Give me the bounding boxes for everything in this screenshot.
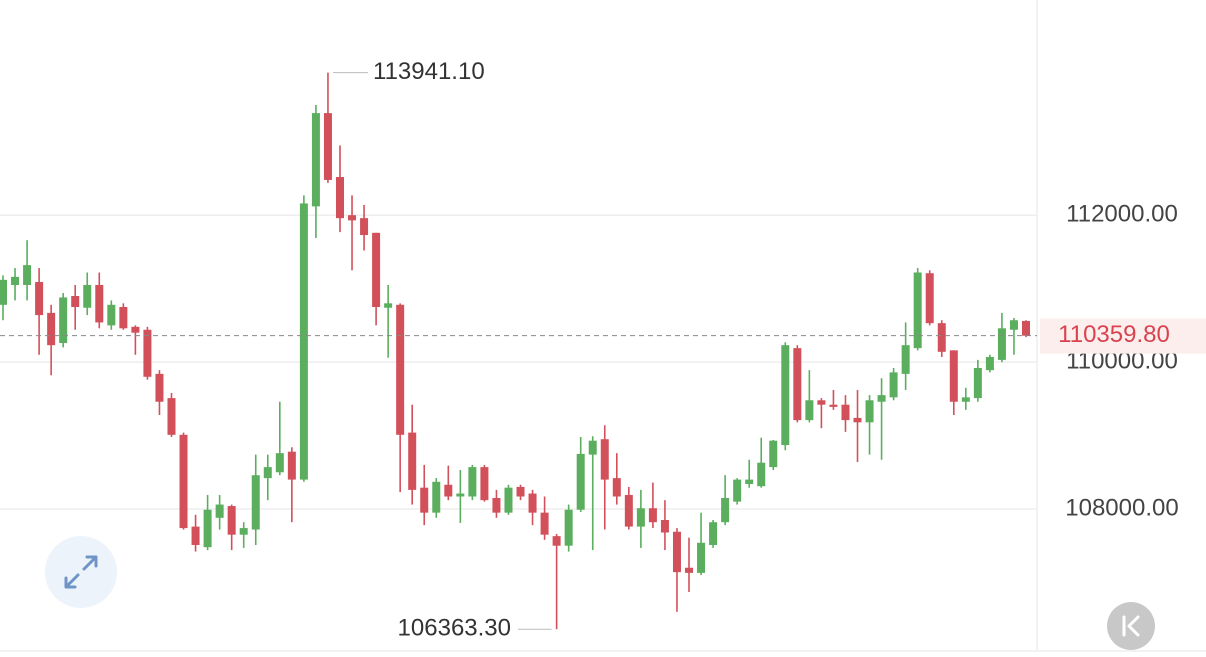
candle-body [817,400,826,405]
candle-body [131,326,140,333]
candle-body [925,273,934,324]
candle-body [83,284,92,308]
candle-body [299,203,308,480]
candle-body [444,484,453,497]
candle-body [769,440,778,468]
candle-body [709,522,718,545]
candle-body [456,493,465,497]
candle-body [841,404,850,421]
candle-body [71,295,80,308]
candle-body [59,297,68,343]
candle-body [227,506,236,535]
candle-body [612,478,621,497]
expand-button-bg[interactable] [45,536,117,608]
candle-body [853,417,862,423]
candle-body [107,304,116,326]
candle-body [660,520,669,533]
candle-body [480,467,489,501]
candle-body [829,404,838,407]
candle-body [564,509,573,546]
candle-body [1022,320,1030,336]
candle-body [11,276,20,285]
candle-body [793,348,802,421]
candle-body [155,373,164,402]
candle-body [516,486,525,497]
candle-body [504,487,513,513]
candle-body [396,304,405,435]
candle-body [540,512,549,535]
candle-body [805,400,814,421]
candle-body [721,497,730,523]
candle-body [203,509,212,548]
candle-body [937,323,946,352]
candle-body [179,434,188,529]
candle-body [985,356,994,371]
last-price-box [1040,318,1206,354]
expand-button[interactable] [45,536,117,608]
candle-body [600,439,609,480]
candle-body [167,398,176,435]
candle-body [865,400,874,423]
candle-body [95,284,104,323]
candle-body [913,272,922,349]
candle-body [973,367,982,399]
expand-icon[interactable] [64,555,98,589]
candle-body [372,232,381,308]
candle-body [745,479,754,485]
candle-body [588,440,597,455]
candle-body [672,531,681,573]
candle-body [949,350,958,402]
annotation-label: 113941.10 [373,58,485,85]
candle-body [528,493,537,513]
last-price-label: 110359.80 [1058,321,1170,348]
candle-body [23,265,32,285]
candle-body [408,432,417,490]
candle-body [251,475,260,530]
candle-body [877,395,886,402]
candle-body [1009,320,1018,330]
candle-body [468,467,477,497]
y-tick-label: 112000.00 [1066,201,1178,228]
candle-body [781,345,790,446]
candle-body [432,481,441,513]
candle-body [35,282,44,316]
y-tick-label: 108000.00 [1065,494,1178,521]
candle-body [492,497,501,513]
back-icon[interactable] [1122,615,1140,637]
candle-body [191,526,200,545]
candle-body [733,479,742,502]
candle-body [0,279,7,305]
candle-body [384,303,393,308]
candle-body [997,328,1006,360]
candle-body [757,462,766,487]
candle-body [685,567,694,573]
candle-body [119,307,128,329]
candle-body [335,177,344,219]
candle-body [420,487,429,513]
candle-body [47,312,56,346]
annotation-label: 106363.30 [398,615,511,642]
candle-body [636,508,645,527]
candle-body [239,528,248,535]
plot: 112000.00110000.00108000.00113941.101063… [0,58,1206,642]
candle-body [360,218,369,236]
candle-body [275,453,284,473]
candle-body [961,397,970,402]
candle-body [311,113,320,207]
candle-body [624,495,633,527]
candle-body [323,113,332,180]
candle-body [697,542,706,573]
candle-body [287,451,296,480]
candle-body [576,453,585,510]
candle-body [552,536,561,546]
candle-body [143,329,152,377]
back-to-latest-button[interactable] [1107,602,1155,650]
candle-body [348,215,357,221]
candle-body [215,504,224,518]
candle-body [901,345,910,374]
candle-body [263,467,272,479]
candle-body [889,372,898,398]
candle-body [648,508,657,523]
